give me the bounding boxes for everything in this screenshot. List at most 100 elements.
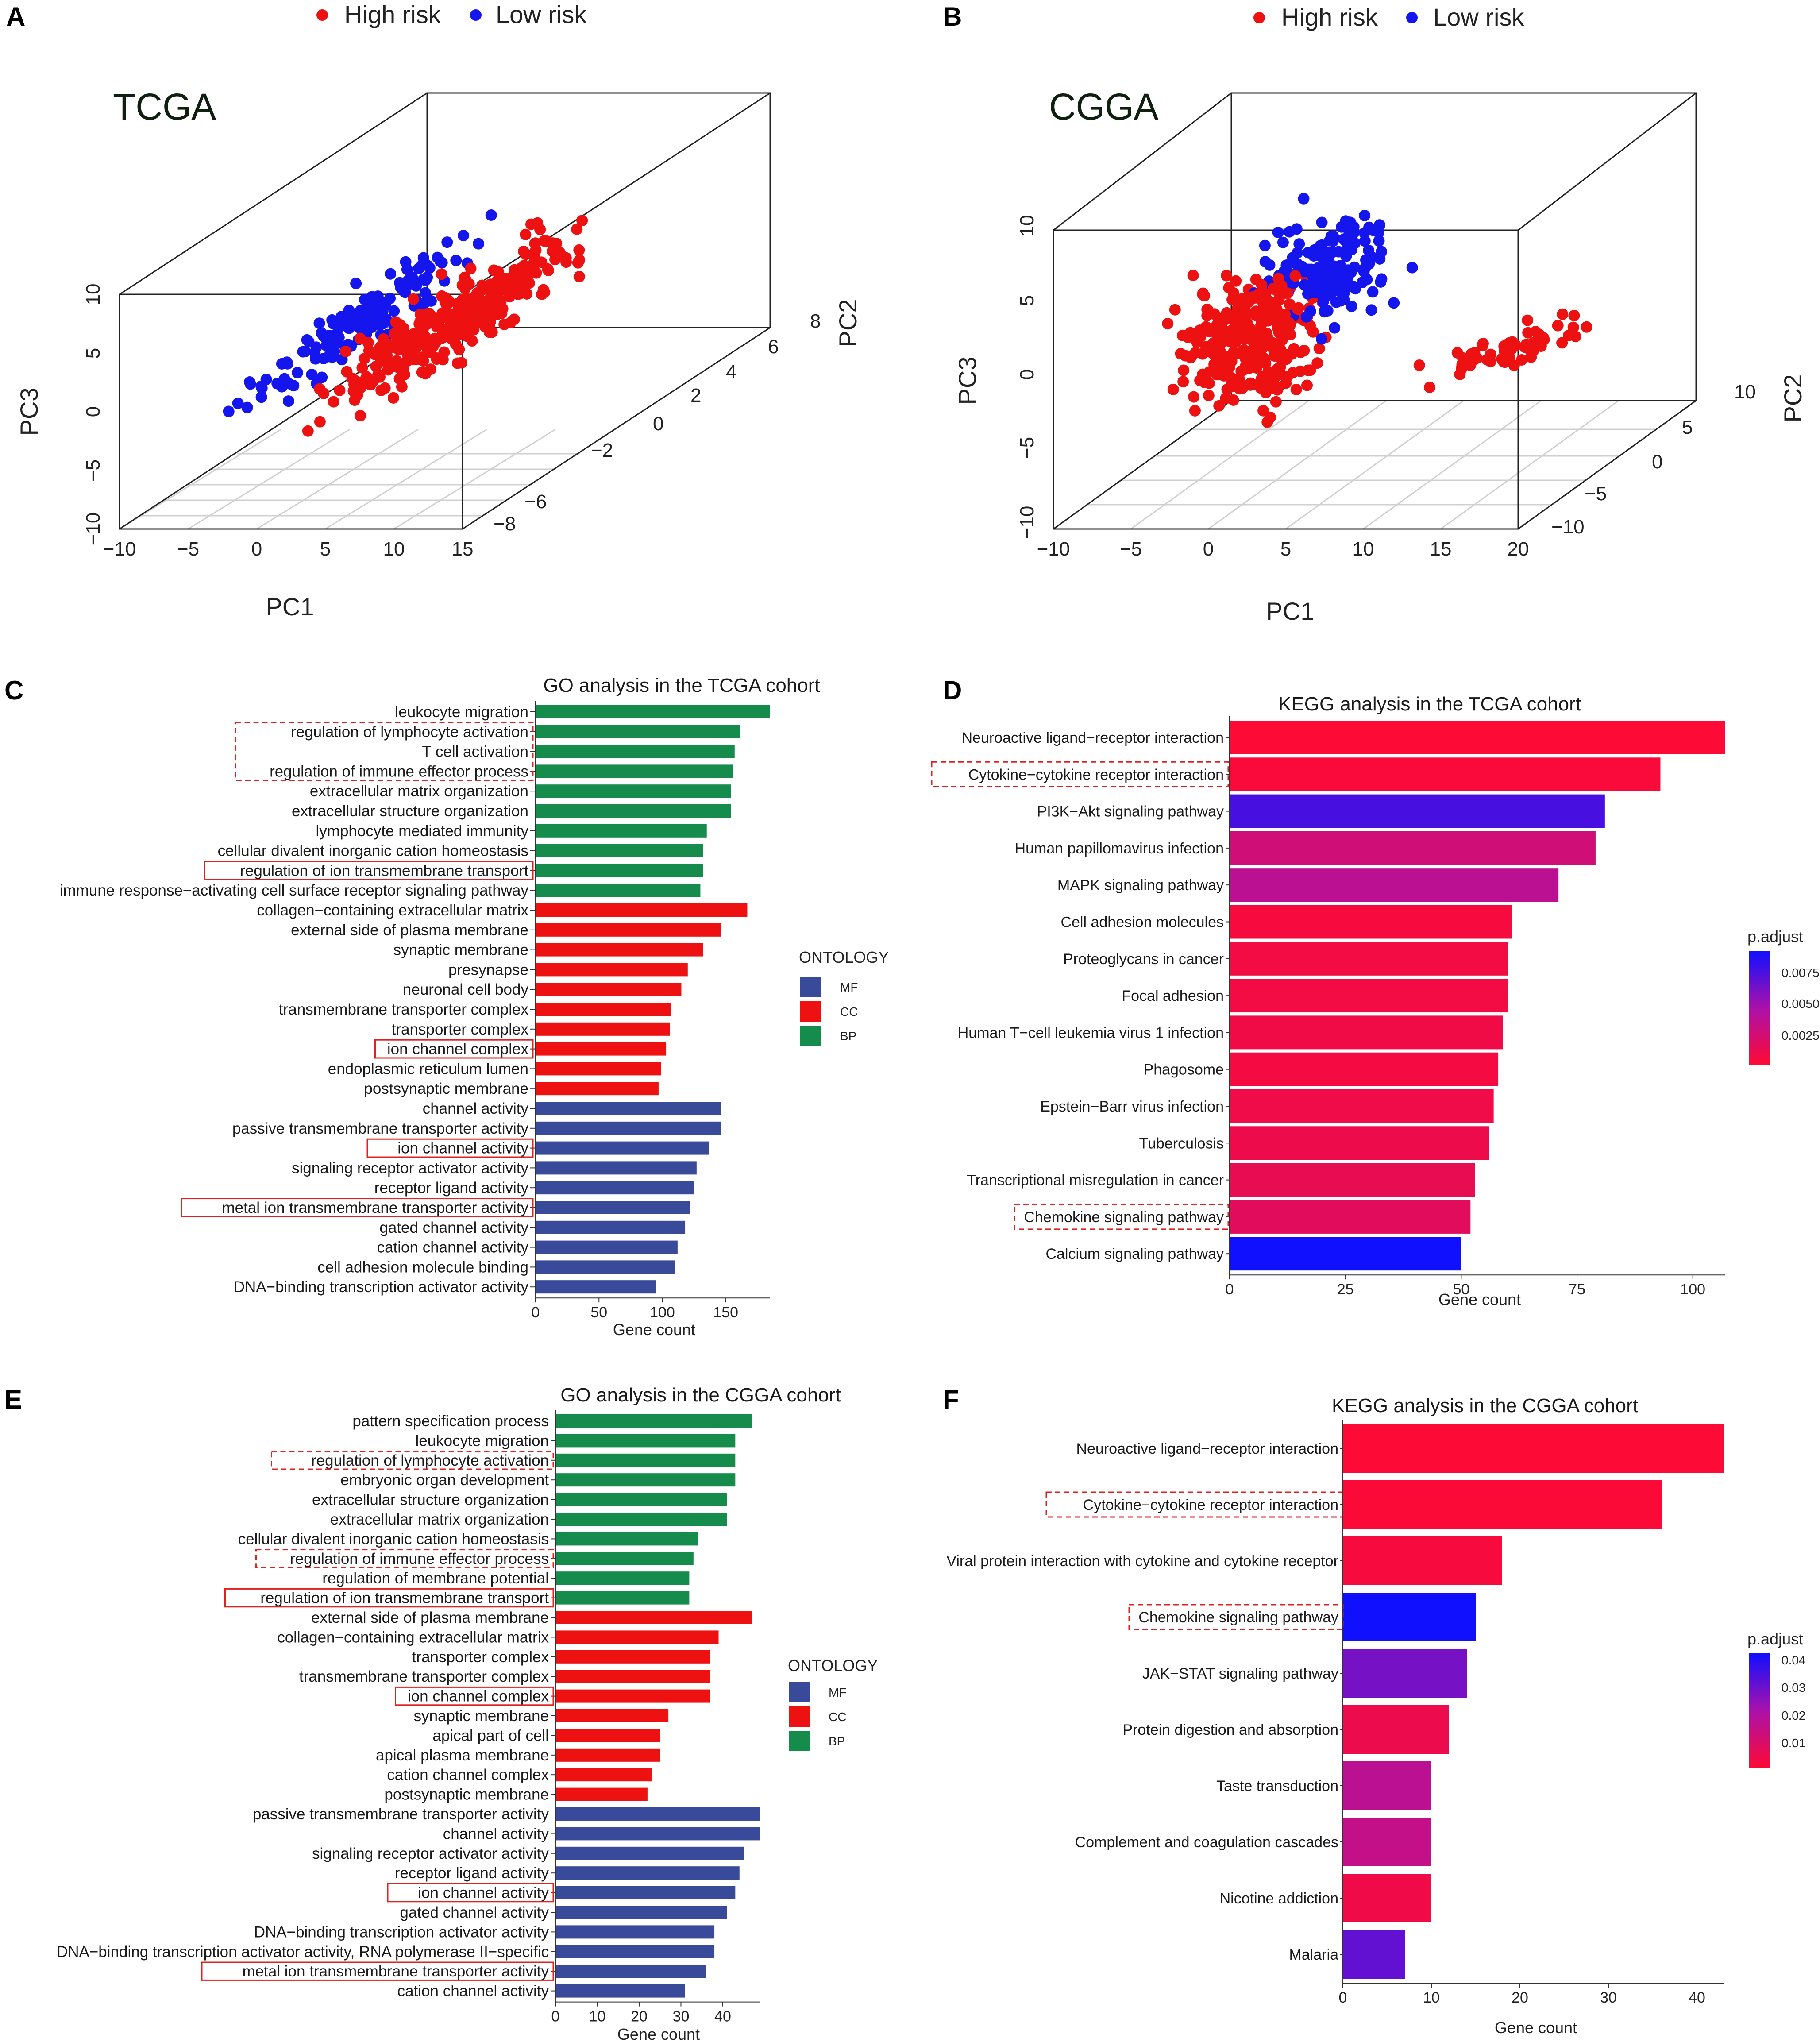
high-risk-point xyxy=(1304,364,1316,376)
high-risk-point xyxy=(1185,350,1197,362)
z-tick-a: 2 xyxy=(690,385,701,406)
floor-grid-b xyxy=(1053,400,1697,530)
legend-label-bp-e: BP xyxy=(829,1734,845,1748)
high-risk-point xyxy=(1221,383,1233,395)
z-tick-a: 6 xyxy=(768,336,779,358)
low-risk-point xyxy=(1340,250,1352,262)
high-risk-point xyxy=(1247,326,1259,338)
low-risk-point xyxy=(1314,276,1326,288)
high-risk-point xyxy=(1313,343,1325,355)
y-axis-title-a: PC3 xyxy=(15,388,43,436)
high-risk-point xyxy=(381,349,393,361)
x-axis-title-d: Gene count xyxy=(1438,1290,1521,1309)
low-risk-point xyxy=(1360,254,1372,266)
high-risk-point xyxy=(1199,290,1211,301)
bar-e xyxy=(555,1768,652,1782)
panel-d-kegg-tcga: D KEGG analysis in the TCGA cohort Neuro… xyxy=(931,676,1820,1309)
bar-c xyxy=(536,1082,659,1096)
category-label-e: DNA−binding transcription activator acti… xyxy=(254,1923,549,1941)
colorbar-f: p.adjust 0.04 0.03 0.02 0.01 xyxy=(1747,1630,1806,1768)
category-label-d: Transcriptional misregulation in cancer xyxy=(967,1172,1224,1189)
bar-c xyxy=(536,903,748,917)
high-risk-point xyxy=(1270,396,1282,408)
bar-e xyxy=(555,1729,660,1742)
category-label-c: immune response−activating cell surface … xyxy=(60,882,529,899)
z-tick-b: 5 xyxy=(1682,417,1693,438)
bar-d xyxy=(1230,868,1559,902)
high-risk-point xyxy=(1231,316,1243,327)
low-risk-point xyxy=(458,230,469,242)
low-risk-point xyxy=(328,345,340,357)
high-risk-point xyxy=(417,351,429,363)
high-risk-point xyxy=(410,342,422,354)
category-label-c: leukocyte migration xyxy=(395,703,528,721)
low-risk-point xyxy=(1264,259,1276,271)
high-risk-point xyxy=(359,352,370,364)
low-risk-point xyxy=(320,332,332,344)
highlight-box-e xyxy=(255,1549,554,1568)
legend-high-risk-marker-a xyxy=(316,9,328,21)
cohort-title-tcga: TCGA xyxy=(113,86,216,127)
high-risk-point xyxy=(387,392,399,404)
category-label-c: ion channel complex xyxy=(387,1041,529,1058)
high-risk-point xyxy=(1276,334,1288,346)
high-risk-point xyxy=(1227,287,1239,299)
panel-f-kegg-cgga: F KEGG analysis in the CGGA cohort Neuro… xyxy=(943,1385,1806,2037)
high-risk-point xyxy=(1568,310,1580,321)
low-risk-point xyxy=(1374,219,1385,231)
y-axis-title-b: PC3 xyxy=(953,357,981,405)
high-risk-point xyxy=(1276,324,1288,336)
low-risk-point xyxy=(1272,227,1284,238)
category-labels-c: leukocyte migration regulation of lymphoc… xyxy=(60,703,536,1296)
high-risk-point xyxy=(1304,320,1316,332)
high-risk-point xyxy=(542,264,554,276)
high-risk-point xyxy=(497,303,509,315)
high-risk-point xyxy=(520,228,532,240)
colorbar-title-f: p.adjust xyxy=(1747,1630,1803,1648)
bar-e xyxy=(555,1630,719,1644)
category-label-c: T cell activation xyxy=(422,743,528,760)
high-risk-point xyxy=(574,254,586,266)
high-risk-point xyxy=(1522,327,1534,339)
bar-c xyxy=(536,705,770,718)
high-risk-point xyxy=(1261,293,1273,305)
high-risk-point xyxy=(1290,383,1302,395)
category-label-e: regulation of immune effector process xyxy=(290,1550,549,1567)
bar-f xyxy=(1343,1761,1431,1810)
highlight-boxes-d xyxy=(931,761,1229,1230)
high-risk-point xyxy=(1569,331,1581,343)
y-tick-b: −10 xyxy=(1016,506,1038,539)
high-risk-point xyxy=(1477,340,1488,352)
low-risk-point xyxy=(1318,290,1330,301)
high-risk-point xyxy=(460,293,472,305)
high-risk-point xyxy=(1245,379,1257,391)
bar-e xyxy=(555,1886,736,1899)
panel-label-a: A xyxy=(6,2,25,31)
low-risk-point xyxy=(1373,235,1385,247)
high-risk-point xyxy=(372,348,383,360)
bar-c xyxy=(536,1062,661,1076)
high-risk-point xyxy=(1167,383,1179,395)
colorbar-tick-f: 0.03 xyxy=(1781,1681,1806,1695)
low-risk-point xyxy=(232,398,244,409)
bar-d xyxy=(1230,1237,1461,1271)
high-risk-point xyxy=(419,332,431,344)
x-tick-label-e: 30 xyxy=(673,2008,690,2025)
bar-c xyxy=(536,1220,686,1234)
low-risk-point xyxy=(450,255,462,266)
category-label-f: Cytokine−cytokine receptor interaction xyxy=(1083,1497,1338,1513)
low-risk-point xyxy=(1298,193,1310,205)
high-risk-point xyxy=(1221,307,1233,319)
category-label-e: passive transmembrane transporter activi… xyxy=(253,1806,549,1823)
low-risk-point xyxy=(1315,240,1326,252)
x-tick-label-d: 50 xyxy=(1453,1281,1469,1298)
low-risk-point xyxy=(352,313,364,324)
high-risk-point xyxy=(1467,355,1479,366)
high-risk-point xyxy=(1274,363,1286,374)
category-label-c: receptor ligand activity xyxy=(374,1179,529,1197)
high-risk-point xyxy=(382,364,394,376)
high-risk-point xyxy=(1557,308,1569,320)
bar-e xyxy=(555,1552,694,1565)
high-risk-point xyxy=(1261,328,1272,340)
colorbar-tick-f: 0.01 xyxy=(1781,1736,1806,1750)
